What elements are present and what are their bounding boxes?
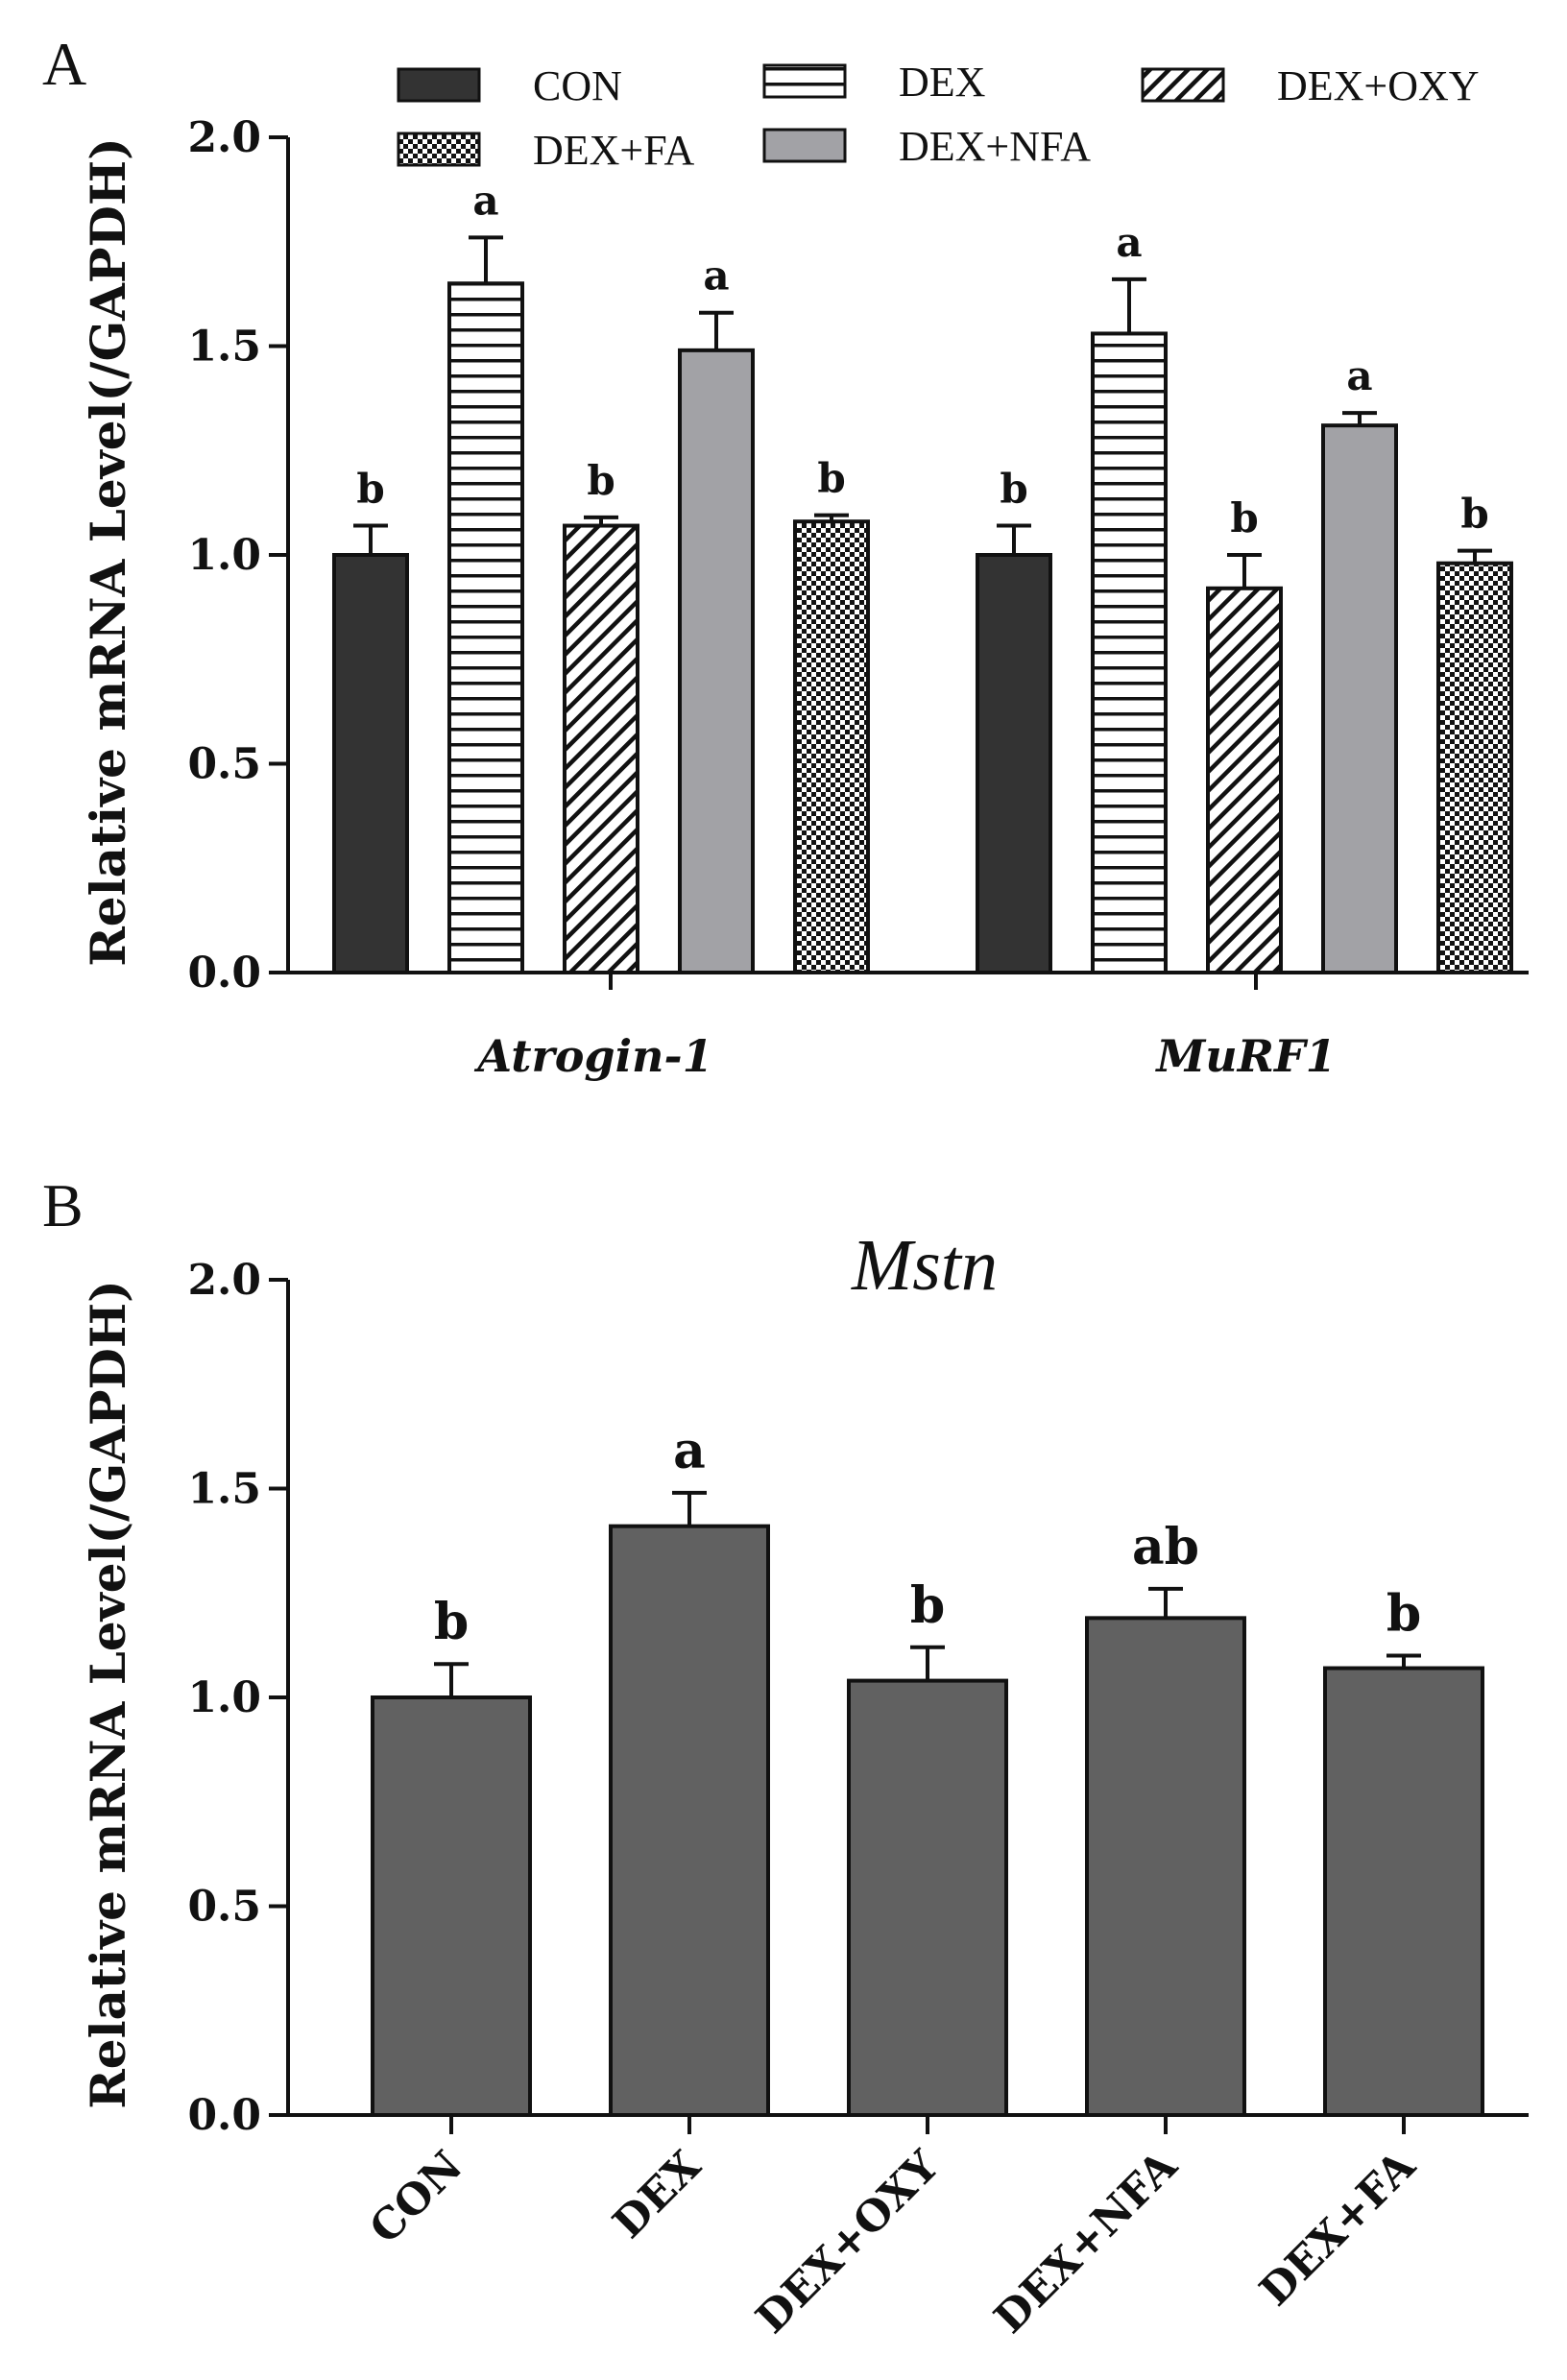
legend-label-con: CON — [533, 62, 622, 109]
significance-letter: b — [356, 466, 384, 513]
legend-swatch-con — [397, 67, 481, 103]
y-tick-label: 0.5 — [187, 740, 261, 789]
x-category-label-dex: DEX — [604, 2141, 711, 2248]
y-tick-label: 1.5 — [187, 323, 261, 372]
category-label-atrogin-1: Atrogin-1 — [473, 1030, 712, 1082]
significance-letter: a — [673, 1422, 706, 1480]
significance-letter: a — [1116, 219, 1142, 266]
significance-letter: b — [1000, 466, 1027, 513]
x-category-label-dex-fa: DEX+FA — [1250, 2141, 1425, 2316]
panel-b-title: Mstn — [851, 1225, 998, 1306]
panel-a-legend: CON DEX DEX+OXY DEX+FA DEX+NFA — [397, 59, 1480, 174]
bar-murf1-dex-oxy — [1206, 586, 1283, 974]
legend-swatch-dex — [762, 63, 847, 99]
significance-letter: b — [910, 1576, 945, 1635]
significance-letter: b — [1230, 494, 1258, 541]
legend-label-dex: DEX — [899, 59, 985, 106]
bar-mstn-dex-nfa — [1085, 1616, 1246, 2117]
legend-swatch-dex-nfa — [762, 128, 847, 163]
legend-label-dex-nfa: DEX+NFA — [899, 123, 1091, 170]
y-tick-label: 2.0 — [187, 113, 261, 162]
x-category-label-con: CON — [360, 2142, 471, 2253]
panel-a: A Relative mRNA Level(/GAPDH) 0.0 0.5 1.0 1… — [42, 30, 1529, 1082]
bar-atrogin-1-dex-fa — [793, 519, 870, 974]
significance-letter: ab — [1132, 1518, 1199, 1576]
x-category-label-dex-oxy: DEX+OXY — [747, 2141, 949, 2343]
y-tick-label: 0.5 — [187, 1883, 261, 1932]
y-tick-label: 0.0 — [187, 949, 261, 998]
bar-atrogin-1-dex-oxy — [563, 523, 639, 974]
bar-atrogin-1-dex-nfa — [678, 348, 755, 975]
panel-a-bars: b a b a b b a b a b — [332, 177, 1513, 975]
legend-swatch-dex-oxy — [1141, 67, 1225, 103]
bar-murf1-dex-fa — [1436, 561, 1513, 974]
significance-letter: b — [817, 455, 845, 502]
panel-a-label: A — [42, 30, 86, 98]
bar-mstn-dex — [609, 1524, 770, 2117]
significance-letter: b — [587, 457, 615, 504]
legend-label-dex-oxy: DEX+OXY — [1277, 62, 1480, 109]
bar-murf1-con — [976, 553, 1052, 974]
bar-murf1-dex-nfa — [1321, 423, 1398, 974]
bar-mstn-dex-oxy — [847, 1678, 1008, 2117]
bar-atrogin-1-dex — [447, 281, 524, 974]
y-tick-label: 1.0 — [187, 531, 261, 580]
significance-letter: a — [472, 177, 498, 224]
x-category-label-dex-nfa: DEX+NFA — [985, 2141, 1187, 2343]
category-label-murf1: MuRF1 — [1154, 1030, 1336, 1082]
panel-a-y-axis-ticks: 0.0 0.5 1.0 1.5 2.0 — [187, 113, 288, 998]
bar-murf1-dex — [1091, 331, 1168, 974]
bar-mstn-con — [371, 1695, 532, 2117]
legend-label-dex-fa: DEX+FA — [533, 127, 694, 174]
significance-letter: b — [1386, 1585, 1421, 1644]
y-tick-label: 1.5 — [187, 1465, 261, 1514]
panel-b-x-labels: CON DEX DEX+OXY DEX+NFA DEX+FA — [360, 2115, 1425, 2344]
panel-a-ylabel: Relative mRNA Level(/GAPDH) — [80, 137, 136, 967]
significance-letter: a — [703, 252, 729, 300]
legend-swatch-dex-fa — [397, 132, 481, 167]
bar-atrogin-1-con — [332, 553, 409, 974]
significance-letter: b — [1460, 491, 1488, 538]
panel-b-y-axis-ticks: 0.0 0.5 1.0 1.5 2.0 — [187, 1256, 288, 2140]
significance-letter: b — [434, 1593, 469, 1651]
bar-mstn-dex-fa — [1323, 1666, 1484, 2118]
y-tick-label: 1.0 — [187, 1673, 261, 1722]
panel-b-label: B — [42, 1171, 84, 1239]
panel-b: B Relative mRNA Level(/GAPDH) Mstn 0.00.… — [42, 1171, 1529, 2344]
y-tick-label: 0.0 — [187, 2091, 261, 2140]
panel-b-ylabel: Relative mRNA Level(/GAPDH) — [80, 1280, 136, 2109]
y-tick-label: 2.0 — [187, 1256, 261, 1305]
significance-letter: a — [1346, 352, 1372, 399]
